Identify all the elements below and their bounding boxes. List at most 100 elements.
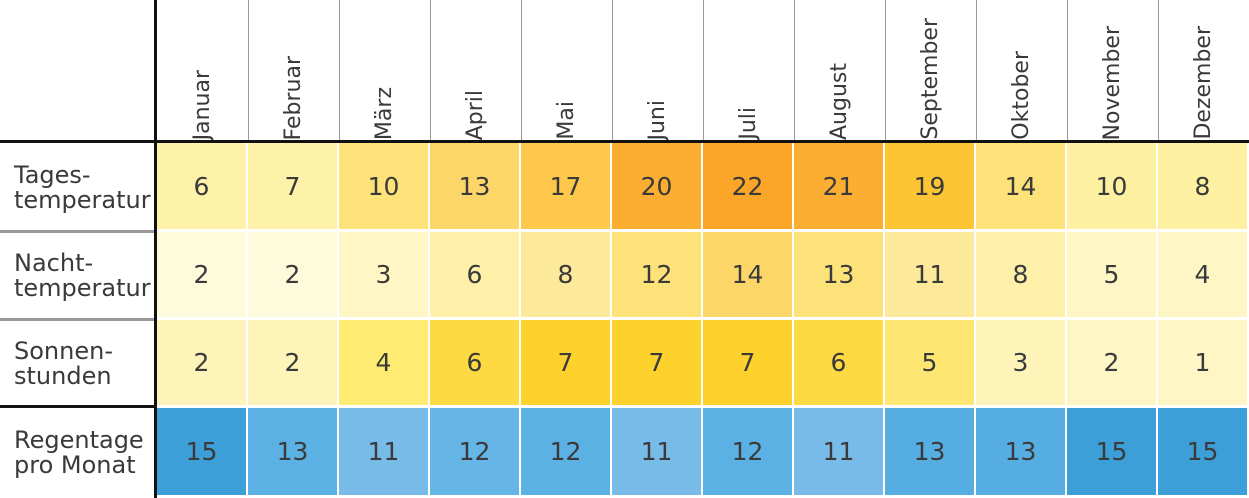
table-cell: 8 <box>1158 143 1249 232</box>
table-cell: 14 <box>703 232 794 320</box>
month-label: Februar <box>281 55 306 140</box>
month-header: Februar <box>248 0 339 140</box>
month-header: September <box>885 0 976 140</box>
month-header: August <box>794 0 885 140</box>
rain-row-top-border <box>0 405 157 408</box>
month-header: Mai <box>521 0 612 140</box>
header-divider <box>248 0 249 141</box>
table-cell: 14 <box>976 143 1067 232</box>
month-label: Oktober <box>1009 51 1034 140</box>
month-header: Juni <box>612 0 703 141</box>
table-cell: 12 <box>430 408 521 498</box>
month-label: November <box>1100 25 1125 140</box>
header-divider <box>703 0 704 141</box>
table-cell: 13 <box>248 408 339 498</box>
month-label: Juni <box>645 99 670 141</box>
table-cell: 17 <box>521 143 612 232</box>
table-cell: 5 <box>1067 232 1158 320</box>
table-cell: 11 <box>612 408 703 498</box>
table-cell: 11 <box>794 408 885 498</box>
table-cell: 15 <box>1158 408 1249 498</box>
row-label: Sonnen-stunden <box>14 339 154 389</box>
table-cell: 1 <box>1158 320 1249 408</box>
table-cell: 6 <box>157 143 248 232</box>
table-cell: 3 <box>339 232 430 320</box>
table-cell: 7 <box>612 320 703 408</box>
table-cell: 12 <box>612 232 703 320</box>
month-header: April <box>430 0 521 140</box>
table-cell: 3 <box>976 320 1067 408</box>
table-cell: 20 <box>612 143 703 232</box>
table-cell: 12 <box>521 408 612 498</box>
month-label: August <box>827 63 852 140</box>
month-label: Mai <box>554 101 579 140</box>
header-bottom-border <box>0 140 1249 143</box>
table-cell: 6 <box>430 232 521 320</box>
table-cell: 7 <box>248 143 339 232</box>
table-cell: 13 <box>976 408 1067 498</box>
row-label-line: pro Monat <box>14 451 136 479</box>
month-label: März <box>372 86 397 140</box>
month-label: Juli <box>736 107 761 140</box>
table-cell: 21 <box>794 143 885 232</box>
row-label-line: Tages- <box>14 160 91 189</box>
table-cell: 11 <box>339 408 430 498</box>
header-divider <box>885 0 886 141</box>
table-cell: 10 <box>339 143 430 232</box>
table-cell: 2 <box>157 232 248 320</box>
table-cell: 13 <box>430 143 521 232</box>
month-header: März <box>339 0 430 140</box>
table-cell: 13 <box>885 408 976 498</box>
table-cell: 5 <box>885 320 976 408</box>
row-label-line: temperatur <box>14 185 151 214</box>
table-cell: 4 <box>339 320 430 408</box>
label-divider <box>0 318 157 321</box>
row-label: Regentage pro Monat <box>14 428 154 478</box>
month-header: November <box>1067 0 1158 140</box>
table-cell: 11 <box>885 232 976 320</box>
table-cell: 2 <box>248 232 339 320</box>
row-label-line: Nacht- <box>14 249 94 277</box>
table-cell: 10 <box>1067 143 1158 232</box>
table-cell: 15 <box>157 408 248 498</box>
table-cell: 4 <box>1158 232 1249 320</box>
month-header: Oktober <box>976 0 1067 140</box>
table-cell: 6 <box>794 320 885 408</box>
header-divider <box>1158 0 1159 141</box>
month-header: Dezember <box>1158 0 1249 140</box>
label-column-border <box>154 0 157 498</box>
table-cell: 8 <box>976 232 1067 320</box>
table-cell: 2 <box>1067 320 1158 408</box>
header-divider <box>976 0 977 141</box>
table-cell: 7 <box>703 320 794 408</box>
row-label: Nacht-temperatur <box>14 251 154 301</box>
month-header: Juli <box>703 0 794 140</box>
row-label: Tages-temperatur <box>14 160 154 214</box>
row-label-line: Regentage <box>14 426 144 454</box>
table-cell: 19 <box>885 143 976 232</box>
table-cell: 2 <box>157 320 248 408</box>
row-label-line: stunden <box>14 362 112 390</box>
header-divider <box>430 0 431 141</box>
table-cell: 12 <box>703 408 794 498</box>
month-label: Januar <box>190 69 215 140</box>
row-label-line: temperatur <box>14 274 151 302</box>
table-cell: 13 <box>794 232 885 320</box>
row-label-line: Sonnen- <box>14 337 113 365</box>
header-divider <box>339 0 340 141</box>
month-label: September <box>918 18 943 140</box>
table-cell: 15 <box>1067 408 1158 498</box>
table-cell: 22 <box>703 143 794 232</box>
header-divider <box>794 0 795 141</box>
table-cell: 7 <box>521 320 612 408</box>
header-divider <box>521 0 522 141</box>
month-label: Dezember <box>1191 26 1216 140</box>
header-divider <box>612 0 613 141</box>
month-header: Januar <box>157 0 248 140</box>
table-cell: 8 <box>521 232 612 320</box>
table-cell: 6 <box>430 320 521 408</box>
header-divider <box>1067 0 1068 141</box>
month-label: April <box>463 89 488 140</box>
table-cell: 2 <box>248 320 339 408</box>
